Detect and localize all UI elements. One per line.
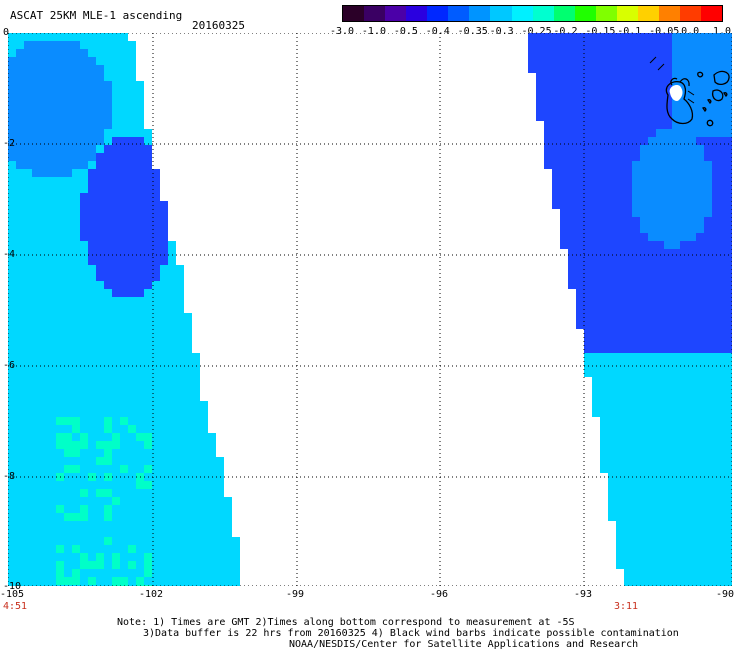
- y-label-0: 0: [3, 27, 10, 38]
- y-label-1: -2: [3, 138, 16, 149]
- y-label-2: -4: [3, 249, 16, 260]
- colorbar-segment-4: [427, 6, 449, 21]
- colorbar-label-5: -0.3: [489, 26, 514, 37]
- colorbar-label-11: 0.0: [681, 26, 700, 37]
- colorbar-segment-0: [343, 6, 365, 21]
- note-line-1: Note: 1) Times are GMT 2)Times along bot…: [117, 617, 575, 628]
- colorbar-label-9: -0.1: [617, 26, 642, 37]
- colorbar: [342, 5, 723, 22]
- x-label-5: -90: [716, 589, 735, 600]
- colorbar-segment-14: [637, 6, 659, 21]
- colorbar-segment-7: [490, 6, 512, 21]
- colorbar-label-0: -3.0: [330, 26, 355, 37]
- colorbar-segment-9: [532, 6, 554, 21]
- colorbar-segment-13: [616, 6, 638, 21]
- colorbar-segment-16: [680, 6, 702, 21]
- colorbar-segment-3: [406, 6, 428, 21]
- colorbar-segment-8: [511, 6, 533, 21]
- grid-lines: [8, 33, 732, 586]
- galapagos-islands: [665, 70, 730, 127]
- colorbar-label-1: -1.0: [361, 26, 386, 37]
- x-label-3: -96: [430, 589, 449, 600]
- colorbar-segment-1: [364, 6, 386, 21]
- colorbar-segment-6: [469, 6, 491, 21]
- x-label-2: -99: [286, 589, 305, 600]
- x-label-4: -93: [574, 589, 593, 600]
- note-line-2: 3)Data buffer is 22 hrs from 20160325 4)…: [143, 628, 679, 639]
- map-svg: [8, 33, 732, 586]
- x-label-0: -105: [0, 589, 25, 600]
- colorbar-segment-10: [553, 6, 575, 21]
- map-date: 20160325: [192, 19, 245, 32]
- wind-data-cells: [8, 33, 732, 586]
- colorbar-label-3: -0.4: [425, 26, 450, 37]
- colorbar-segment-15: [658, 6, 680, 21]
- map-plot: [8, 33, 732, 586]
- colorbar-segment-2: [385, 6, 407, 21]
- colorbar-segment-12: [595, 6, 617, 21]
- colorbar-label-6: -0.25: [521, 26, 552, 37]
- y-label-4: -8: [3, 471, 16, 482]
- colorbar-label-10: -0.05: [649, 26, 680, 37]
- x-label-1: -102: [139, 589, 164, 600]
- colorbar-label-2: -0.5: [393, 26, 418, 37]
- colorbar-label-4: -0.35: [457, 26, 488, 37]
- right-time: 3:11: [614, 601, 639, 612]
- y-label-3: -6: [3, 360, 16, 371]
- colorbar-segment-17: [701, 6, 723, 21]
- map-title: ASCAT 25KM MLE-1 ascending: [10, 9, 183, 22]
- left-time: 4:51: [3, 601, 28, 612]
- colorbar-label-12: 1.0: [713, 26, 732, 37]
- colorbar-label-8: -0.15: [585, 26, 616, 37]
- colorbar-label-7: -0.2: [553, 26, 578, 37]
- colorbar-segment-5: [448, 6, 470, 21]
- note-line-3: NOAA/NESDIS/Center for Satellite Applica…: [289, 639, 639, 650]
- y-label-5: -10: [3, 581, 22, 592]
- colorbar-segment-11: [574, 6, 596, 21]
